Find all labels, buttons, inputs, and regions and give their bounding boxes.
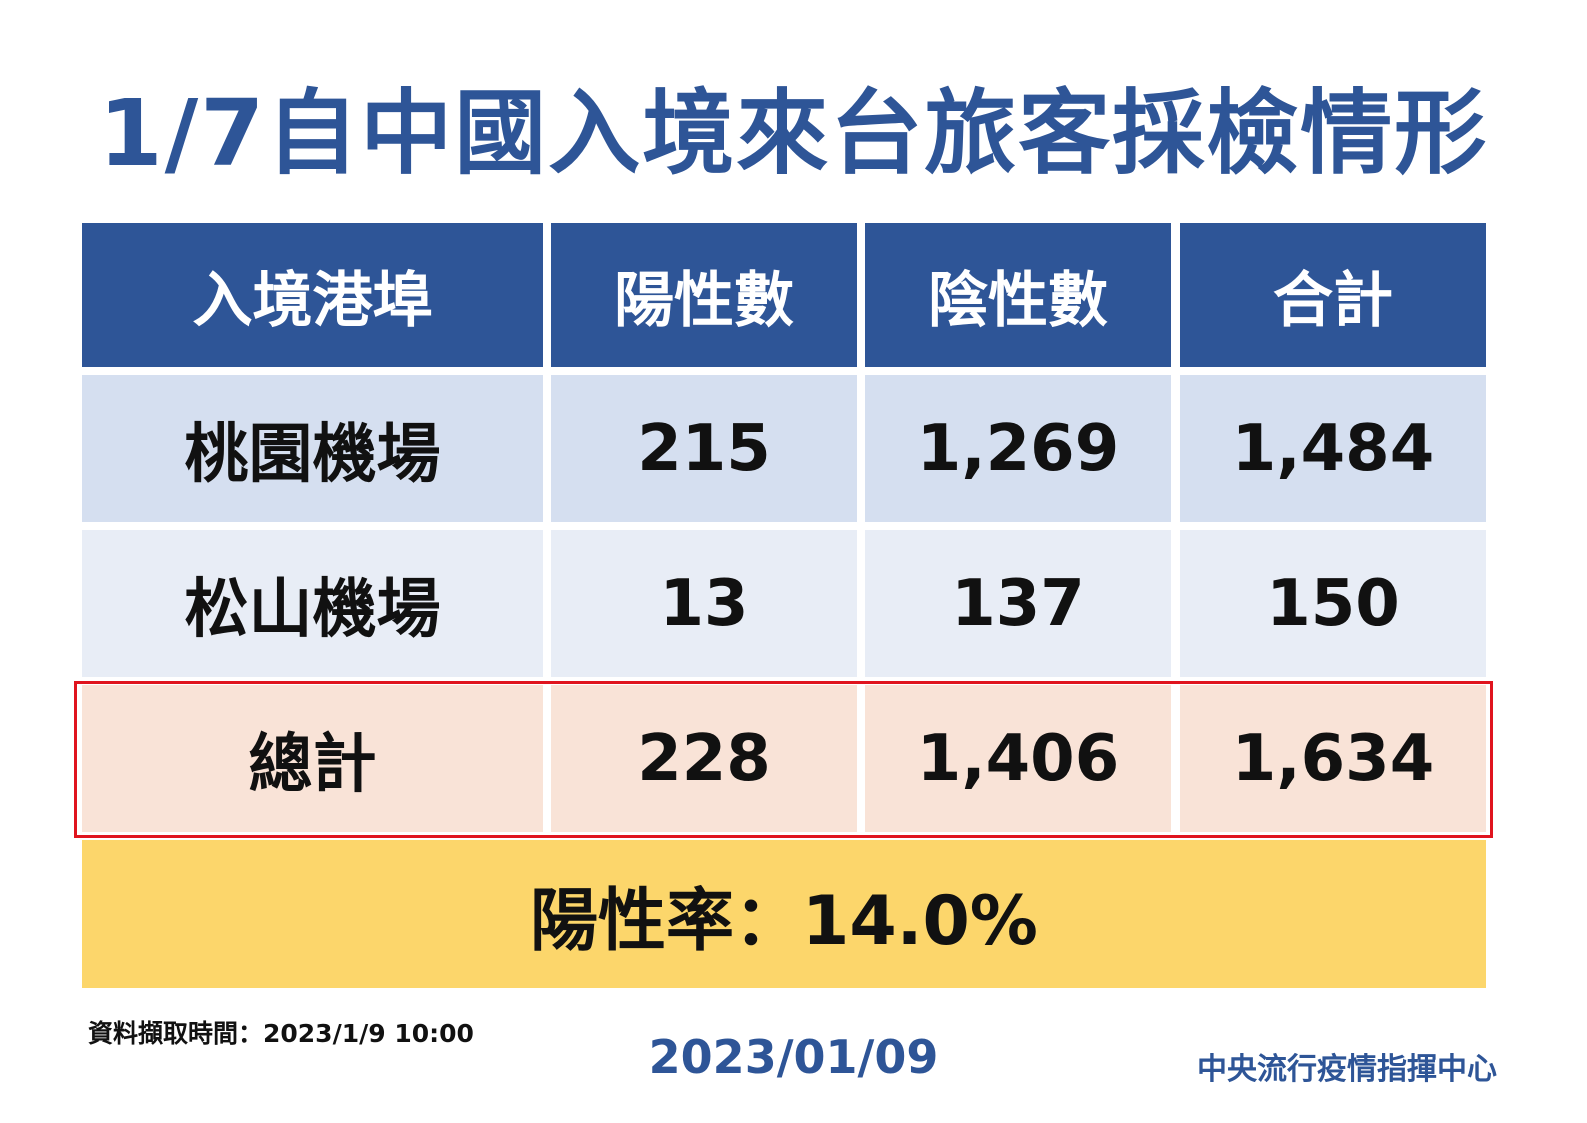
row-songshan-port: 松山機場 <box>82 530 543 677</box>
header-port: 入境港埠 <box>82 223 543 367</box>
positivity-rate-banner: 陽性率：14.0% <box>82 840 1486 988</box>
header-positive: 陽性數 <box>551 223 857 367</box>
row-songshan-total: 150 <box>1180 530 1486 677</box>
total-row-label: 總計 <box>82 685 543 832</box>
header-total: 合計 <box>1180 223 1486 367</box>
row-taoyuan-negative: 1,269 <box>865 375 1171 522</box>
publish-date: 2023/01/09 <box>648 1030 939 1084</box>
data-capture-time: 資料擷取時間：2023/1/9 10:00 <box>88 1019 474 1048</box>
row-songshan-positive: 13 <box>551 530 857 677</box>
row-songshan-negative: 137 <box>865 530 1171 677</box>
header-negative: 陰性數 <box>865 223 1171 367</box>
row-taoyuan-port: 桃園機場 <box>82 375 543 522</box>
row-taoyuan-positive: 215 <box>551 375 857 522</box>
total-row-total: 1,634 <box>1180 685 1486 832</box>
total-row-negative: 1,406 <box>865 685 1171 832</box>
total-row-positive: 228 <box>551 685 857 832</box>
row-taoyuan-total: 1,484 <box>1180 375 1486 522</box>
page-title: 1/7自中國入境來台旅客採檢情形 <box>98 80 1489 187</box>
organization-name: 中央流行疫情指揮中心 <box>1197 1052 1497 1087</box>
